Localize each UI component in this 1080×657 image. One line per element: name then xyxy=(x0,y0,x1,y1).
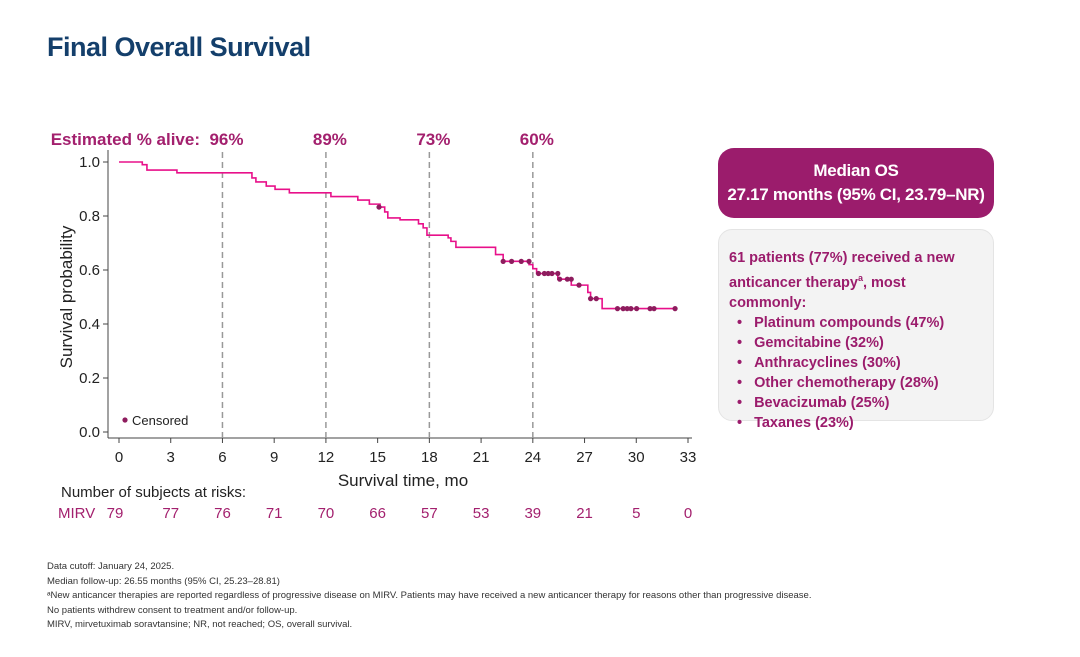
censored-point xyxy=(549,270,555,277)
risk-table-header: Number of subjects at risks: xyxy=(61,484,246,501)
page-title: Final Overall Survival xyxy=(47,32,311,62)
estimate-label: 89% xyxy=(313,130,347,149)
y-tick-label: 0.2 xyxy=(79,370,100,387)
risk-value: 53 xyxy=(473,505,490,522)
x-tick-label: 21 xyxy=(473,449,490,466)
y-tick-label: 0.0 xyxy=(79,424,100,441)
survival-curve xyxy=(119,161,676,310)
therapy-item: Other chemotherapy (28%) xyxy=(737,373,983,393)
risk-value: 5 xyxy=(632,505,640,522)
risk-value: 71 xyxy=(266,505,283,522)
intro-line2: anticancer therapy xyxy=(729,274,858,291)
y-axis-label: Survival probability xyxy=(57,225,76,368)
estimate-label: 73% xyxy=(416,130,450,149)
x-tick-label: 0 xyxy=(115,449,123,466)
x-tick-label: 9 xyxy=(270,449,278,466)
censored-point xyxy=(651,306,657,312)
censored-point xyxy=(614,306,621,312)
x-axis-label: Survival time, mo xyxy=(338,471,468,490)
x-tick-label: 15 xyxy=(369,449,386,466)
median-os-value: 27.17 months (95% CI, 23.79–NR) xyxy=(727,185,985,204)
censored-point xyxy=(647,306,653,312)
estimate-label: 96% xyxy=(209,130,243,149)
therapy-intro: 61 patients (77%) received a new anticanc… xyxy=(729,248,983,313)
censored-point xyxy=(672,306,678,312)
therapy-item: Anthracyclines (30%) xyxy=(737,353,983,373)
legend-censored-label: Censored xyxy=(132,413,188,428)
footnote: No patients withdrew consent to treatmen… xyxy=(47,604,298,616)
censored-point xyxy=(564,276,570,282)
therapy-list: Platinum compounds (47%) Gemcitabine (32… xyxy=(729,313,983,433)
censored-point xyxy=(624,306,630,312)
therapy-item: Gemcitabine (32%) xyxy=(737,333,983,353)
footnote: Median follow-up: 26.55 months (95% CI, … xyxy=(47,575,280,587)
footnotes: Data cutoff: January 24, 2025. Median fo… xyxy=(47,560,811,633)
risk-value: 70 xyxy=(318,505,335,522)
median-os-label: Median OS xyxy=(813,161,899,180)
censored-point xyxy=(628,306,634,312)
estimates-label: Estimated % alive: xyxy=(51,130,200,149)
censored-point xyxy=(500,258,506,264)
x-tick-label: 3 xyxy=(167,449,175,466)
y-tick-label: 0.8 xyxy=(79,208,100,225)
legend-censored-marker xyxy=(122,417,128,423)
risk-value: 77 xyxy=(162,505,179,522)
censored-point xyxy=(509,258,515,264)
x-tick-label: 27 xyxy=(576,449,593,466)
y-tick-label: 0.6 xyxy=(79,262,100,279)
censored-point xyxy=(518,258,524,264)
y-tick-label: 1.0 xyxy=(79,154,100,171)
censored-point xyxy=(376,204,382,210)
footnote: ᵃNew anticancer therapies are reported r… xyxy=(47,590,812,601)
censored-point xyxy=(557,276,563,282)
km-chart: 0.0 0.2 0.4 0.6 0.8 1.0 0 3 6 9 12 15 18 21 24 27 30 33 Su… xyxy=(51,130,697,522)
x-tick-label: 6 xyxy=(218,449,226,466)
risk-arm-label: MIRV xyxy=(58,505,95,522)
therapy-item: Taxanes (23%) xyxy=(737,413,983,433)
median-os-box: Median OS 27.17 months (95% CI, 23.79–NR… xyxy=(718,148,994,218)
risk-value: 66 xyxy=(369,505,386,522)
therapy-box: 61 patients (77%) received a new anticanc… xyxy=(718,229,994,431)
x-tick-label: 30 xyxy=(628,449,645,466)
censored-point xyxy=(634,306,640,312)
therapy-item: Bevacizumab (25%) xyxy=(737,393,983,413)
risk-value: 0 xyxy=(684,505,692,522)
risk-value: 79 xyxy=(107,505,124,522)
censored-point xyxy=(620,306,626,312)
censored-point xyxy=(541,270,547,277)
x-tick-label: 12 xyxy=(318,449,335,466)
censored-point xyxy=(535,270,542,277)
footnote: Data cutoff: January 24, 2025. xyxy=(47,561,175,572)
censored-point xyxy=(555,270,561,277)
risk-value: 57 xyxy=(421,505,438,522)
x-tick-label: 18 xyxy=(421,449,438,466)
x-tick-label: 33 xyxy=(680,449,697,466)
risk-value: 39 xyxy=(524,505,541,522)
risk-value: 21 xyxy=(576,505,593,522)
censored-point xyxy=(545,270,551,277)
risk-value: 76 xyxy=(214,505,231,522)
censored-point xyxy=(587,296,594,302)
censored-point xyxy=(568,276,574,282)
intro-line3: , most commonly: xyxy=(729,274,906,311)
y-tick-label: 0.4 xyxy=(79,316,100,333)
footnote: MIRV, mirvetuximab soravtansine; NR, not… xyxy=(47,619,353,630)
censored-point xyxy=(576,282,582,288)
censored-point xyxy=(593,296,599,302)
footnote-marker: a xyxy=(857,273,863,283)
estimate-label: 60% xyxy=(520,130,554,149)
x-tick-label: 24 xyxy=(524,449,541,466)
therapy-item: Platinum compounds (47%) xyxy=(737,313,983,333)
censored-point xyxy=(526,258,532,264)
intro-line1: 61 patients (77%) received a new xyxy=(729,250,955,266)
